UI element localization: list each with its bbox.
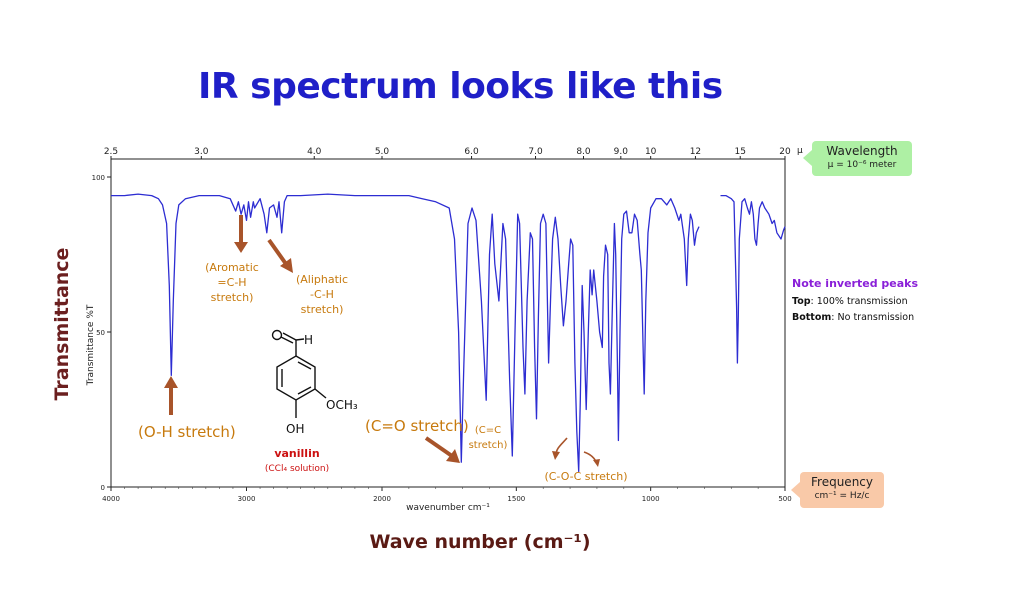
aldehyde-h-label: H bbox=[304, 333, 313, 347]
note-top-label: Top bbox=[792, 296, 811, 307]
wavelength-callout: Wavelength μ = 10⁻⁶ meter bbox=[803, 141, 912, 176]
y-tick-label: 0 bbox=[101, 484, 105, 492]
compound-name: vanillin bbox=[274, 447, 319, 460]
aliphatic-label-3: stretch) bbox=[301, 303, 344, 316]
top-tick-label: 8.0 bbox=[576, 147, 591, 157]
top-tick-label: 7.0 bbox=[528, 147, 543, 157]
top-tick-label: 5.0 bbox=[375, 147, 390, 157]
plot-frame bbox=[110, 158, 786, 488]
x-tick-label: 2000 bbox=[373, 495, 391, 503]
x-tick-label: 3000 bbox=[238, 495, 256, 503]
aliphatic-label-1: (Aliphatic bbox=[296, 273, 348, 286]
top-tick-label: 15 bbox=[734, 147, 745, 157]
wave-number-title: Wave number (cm⁻¹) bbox=[369, 531, 591, 553]
vanillin-structure bbox=[271, 329, 327, 418]
top-tick-label: 12 bbox=[690, 147, 701, 157]
top-tick-label: 2.5 bbox=[104, 147, 118, 157]
spectrum-series bbox=[111, 193, 786, 473]
aromatic-label-2: =C-H bbox=[217, 276, 246, 289]
slide-title: IR spectrum looks like this bbox=[198, 66, 723, 107]
hydroxyl-label: OH bbox=[286, 422, 304, 436]
top-tick-label: 10 bbox=[645, 147, 657, 157]
frequency-callout: Frequency cm⁻¹ = Hz/c bbox=[791, 472, 884, 508]
note-top-text: : 100% transmission bbox=[810, 296, 908, 307]
x-tick-label: 1000 bbox=[642, 495, 660, 503]
co-label: (C=O stretch) bbox=[365, 417, 469, 435]
coc-label: (C-O-C stretch) bbox=[544, 470, 627, 483]
wavelength-callout-label: Wavelength bbox=[826, 144, 898, 158]
spectrum-line bbox=[111, 193, 700, 473]
aliphatic-arrow-icon bbox=[267, 238, 293, 273]
spectrum-line bbox=[720, 194, 786, 364]
aliphatic-label-2: -C-H bbox=[310, 288, 334, 301]
top-tick-label: 6.0 bbox=[464, 147, 479, 157]
co-arrow-icon bbox=[424, 436, 460, 463]
x-axis-label: wavenumber cm⁻¹ bbox=[406, 503, 490, 513]
note-bottom-line: Bottom: No transmission bbox=[792, 312, 914, 323]
wavelength-callout-formula: μ = 10⁻⁶ meter bbox=[827, 160, 897, 170]
y-tick-label: 50 bbox=[96, 329, 105, 337]
compound-solution: (CCl₄ solution) bbox=[265, 464, 329, 474]
top-tick-label: 20 bbox=[779, 147, 791, 157]
top-axis-unit: μ bbox=[797, 146, 803, 156]
note-bottom-text: : No transmission bbox=[831, 312, 915, 323]
note-title: Note inverted peaks bbox=[792, 277, 919, 290]
cc-label-2: stretch) bbox=[469, 440, 508, 451]
aromatic-label-3: stretch) bbox=[211, 291, 254, 304]
methoxy-label: OCH₃ bbox=[326, 398, 358, 412]
y-axis-label: Transmittance %T bbox=[86, 304, 96, 386]
top-tick-label: 9.0 bbox=[614, 147, 629, 157]
frequency-callout-formula: cm⁻¹ = Hz/c bbox=[814, 491, 870, 501]
aromatic-arrow-icon bbox=[234, 215, 248, 253]
top-tick-label: 4.0 bbox=[307, 147, 322, 157]
axis-ticks: 4000 3000 2000 1500 1000 500 0 50 100 2.5 3.0 4.0 5.… bbox=[92, 147, 792, 503]
cc-label-1: (C=C bbox=[475, 425, 501, 436]
oh-arrow-icon bbox=[164, 376, 178, 415]
oh-label: (O-H stretch) bbox=[138, 423, 236, 441]
frequency-callout-label: Frequency bbox=[811, 475, 873, 489]
x-tick-label: 1500 bbox=[507, 495, 525, 503]
aromatic-label-1: (Aromatic bbox=[205, 261, 259, 274]
note-top-line: Top: 100% transmission bbox=[792, 296, 908, 307]
annotation-arrows bbox=[164, 215, 600, 467]
top-tick-label: 3.0 bbox=[194, 147, 209, 157]
x-tick-label: 500 bbox=[778, 495, 791, 503]
x-tick-label: 4000 bbox=[102, 495, 120, 503]
note-bottom-label: Bottom bbox=[792, 312, 832, 323]
y-tick-label: 100 bbox=[92, 174, 105, 182]
